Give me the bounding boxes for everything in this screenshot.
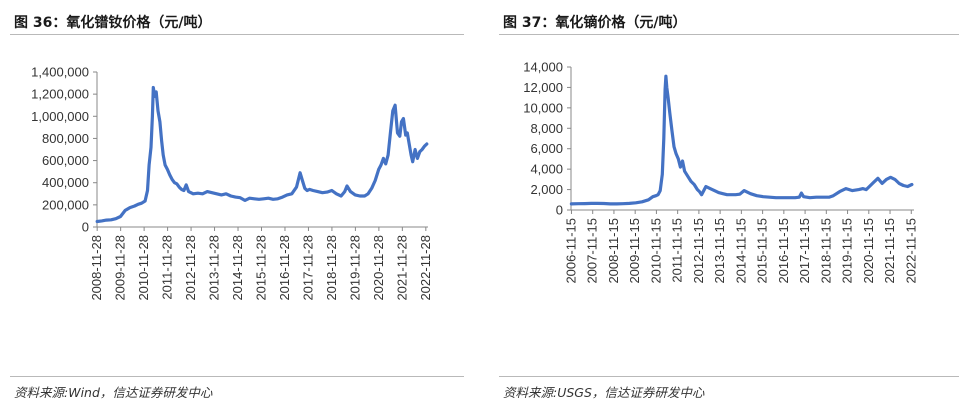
- y-tick-label: 800,000: [42, 131, 89, 146]
- price-series-line: [95, 85, 429, 224]
- x-tick-label: 2006-11-15: [563, 218, 578, 284]
- y-tick-label: 200,000: [42, 197, 89, 212]
- x-tick-label: 2015-11-28: [253, 235, 268, 301]
- figure-title: 图 37：氧化镝价格（元/吨）: [503, 15, 687, 31]
- x-tick-label: 2008-11-28: [89, 235, 104, 301]
- dy-oxide-price-chart: 0 2,000 4,000 6,000 8,000 10,000 12,000 14,000 2…: [523, 60, 918, 284]
- x-tick-label: 2013-11-28: [207, 235, 222, 301]
- y-tick-label: 14,000: [523, 60, 563, 75]
- x-tick-label: 2020-11-15: [861, 218, 876, 284]
- x-tick-label: 2022-11-28: [418, 235, 433, 301]
- x-tick-label: 2018-11-28: [324, 235, 339, 301]
- y-tick-label: 400,000: [42, 175, 89, 190]
- x-tick-label: 2012-11-15: [691, 218, 706, 284]
- y-tick-label: 4,000: [530, 162, 563, 177]
- x-tick-label: 2021-11-28: [394, 235, 409, 301]
- source-divider: [10, 376, 464, 377]
- source-note: 资料来源:Wind，信达证券研发中心: [14, 385, 213, 400]
- y-tick-label: 6,000: [530, 141, 563, 156]
- x-tick-label: 2013-11-15: [712, 218, 727, 284]
- y-tick-label: 0: [556, 203, 563, 218]
- y-tick-label: 1,400,000: [31, 65, 89, 80]
- x-tick-label: 2009-11-15: [627, 218, 642, 284]
- x-tick-label: 2010-11-28: [136, 235, 151, 301]
- title-divider: [10, 34, 464, 35]
- x-tick-label: 2017-11-28: [300, 235, 315, 301]
- x-tick-label: 2019-11-15: [840, 218, 855, 284]
- source-divider: [499, 376, 959, 377]
- x-tick-label: 2011-11-28: [160, 235, 175, 300]
- y-tick-label: 2,000: [530, 182, 563, 197]
- x-tick-label: 2020-11-28: [371, 235, 386, 301]
- y-tick-label: 1,000,000: [31, 109, 89, 124]
- x-tick-label: 2016-11-28: [277, 235, 292, 301]
- x-tick-label: 2012-11-28: [183, 235, 198, 301]
- y-tick-label: 600,000: [42, 153, 89, 168]
- source-note: 资料来源:USGS，信达证券研发中心: [503, 385, 705, 400]
- y-tick-label: 10,000: [523, 100, 563, 115]
- x-tick-label: 2019-11-28: [347, 235, 362, 301]
- x-tick-label: 2010-11-15: [648, 218, 663, 284]
- x-tick-label: 2009-11-28: [113, 235, 128, 301]
- y-tick-label: 8,000: [530, 121, 563, 136]
- x-tick-label: 2011-11-15: [670, 218, 685, 283]
- figure-37-panel: 图 37：氧化镝价格（元/吨） 0 2,000 4,000 6,000 8,000 10,…: [489, 0, 969, 418]
- figure-title: 图 36：氧化镨钕价格（元/吨）: [14, 15, 212, 31]
- x-tick-label: 2018-11-15: [818, 218, 833, 284]
- x-tick-label: 2021-11-15: [882, 218, 897, 284]
- x-tick-label: 2014-11-15: [733, 218, 748, 284]
- x-tick-label: 2016-11-15: [776, 218, 791, 284]
- title-divider: [499, 34, 959, 35]
- y-tick-label: 1,200,000: [31, 87, 89, 102]
- price-series-line: [569, 74, 914, 206]
- x-tick-label: 2022-11-15: [903, 218, 918, 284]
- x-tick-label: 2017-11-15: [797, 218, 812, 284]
- y-tick-label: 0: [82, 220, 89, 235]
- x-tick-label: 2008-11-15: [606, 218, 621, 284]
- pr-nd-oxide-price-chart: 0 200,000 400,000 600,000 800,000 1,000,000 1,…: [31, 65, 433, 301]
- y-tick-label: 12,000: [523, 80, 563, 95]
- x-tick-label: 2014-11-28: [230, 235, 245, 301]
- x-tick-label: 2015-11-15: [755, 218, 770, 284]
- x-tick-label: 2007-11-15: [585, 218, 600, 284]
- figure-36-panel: 图 36：氧化镨钕价格（元/吨） 0 200,000 400,000 600,000 8…: [0, 0, 468, 418]
